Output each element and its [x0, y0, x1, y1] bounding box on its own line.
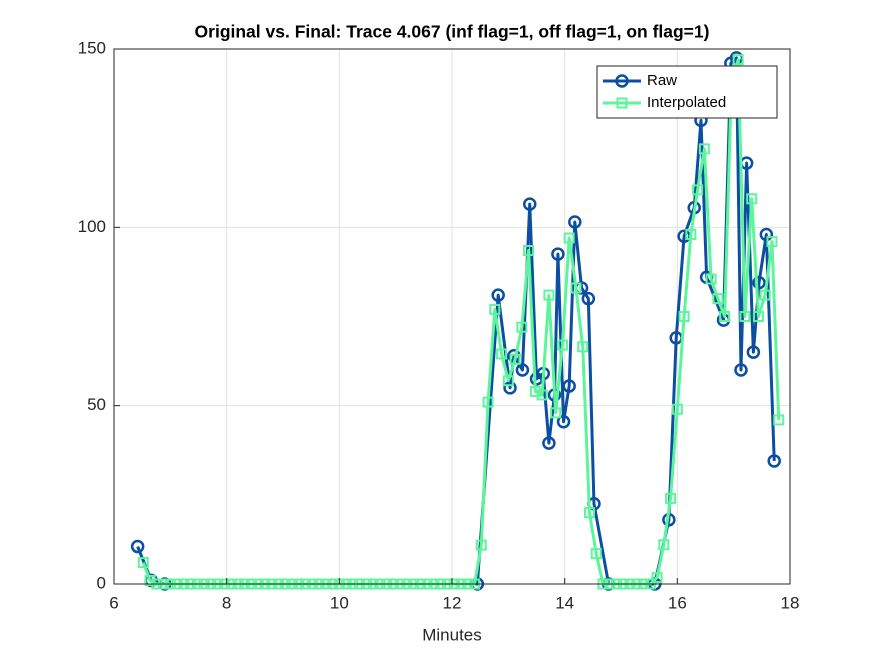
ticks: 6 8 10 12 14 16 18 0 50 100 150	[78, 38, 800, 612]
marker	[616, 97, 628, 109]
x-tick-label: 8	[222, 593, 231, 612]
marker	[137, 557, 149, 569]
marker	[570, 282, 582, 294]
marker	[482, 396, 494, 408]
x-tick-label: 14	[555, 593, 574, 612]
marker	[577, 341, 589, 353]
marker	[734, 363, 748, 377]
marker	[705, 273, 717, 285]
marker	[556, 414, 571, 429]
marker	[692, 184, 704, 196]
marker	[678, 311, 690, 322]
y-tick-label: 0	[97, 573, 106, 592]
marker	[491, 288, 505, 302]
marker	[651, 572, 663, 584]
marker	[523, 245, 535, 257]
marker	[502, 375, 514, 387]
x-tick-label: 10	[330, 593, 349, 612]
marker	[550, 407, 562, 419]
marker	[503, 381, 517, 395]
legend-box	[596, 65, 778, 119]
marker	[542, 436, 556, 450]
marker	[475, 539, 487, 551]
marker	[516, 321, 528, 333]
x-tick-label: 16	[668, 593, 687, 612]
marker	[773, 414, 785, 426]
marker	[590, 548, 602, 560]
marker	[515, 363, 530, 377]
marker	[712, 293, 724, 305]
marker	[759, 227, 774, 242]
marker	[732, 54, 744, 66]
marker	[719, 311, 731, 322]
marker	[767, 454, 781, 468]
x-tick-label: 6	[109, 593, 118, 612]
marker	[665, 492, 677, 504]
y-tick-label: 150	[78, 38, 106, 57]
marker	[766, 236, 778, 248]
legend: Raw Interpolated	[596, 65, 778, 119]
marker	[522, 197, 537, 211]
marker	[658, 539, 670, 551]
marker	[746, 193, 758, 205]
marker	[496, 348, 508, 360]
marker	[536, 389, 548, 401]
marker	[489, 303, 501, 315]
marker	[509, 353, 521, 365]
marker	[752, 311, 764, 322]
marker	[551, 247, 565, 261]
marker	[615, 74, 629, 88]
marker	[581, 291, 596, 306]
marker	[698, 143, 710, 155]
marker	[130, 539, 145, 554]
marker	[543, 289, 555, 301]
marker	[739, 311, 751, 322]
y-tick-label: 100	[78, 217, 106, 236]
marker	[583, 507, 595, 519]
marker	[685, 228, 697, 240]
marker	[759, 289, 771, 301]
marker	[568, 215, 582, 229]
marker	[556, 339, 568, 351]
chart-title: Original vs. Final: Trace 4.067 (inf fla…	[195, 22, 710, 42]
legend-label: Raw	[647, 72, 677, 89]
marker	[746, 345, 761, 359]
marker	[671, 403, 683, 415]
x-axis-label: Minutes	[422, 625, 482, 644]
legend-label: Interpolated	[647, 94, 726, 111]
marker	[563, 232, 575, 244]
x-tick-label: 12	[443, 593, 462, 612]
marker	[562, 379, 576, 393]
x-tick-label: 18	[781, 593, 800, 612]
y-tick-label: 50	[87, 395, 106, 414]
marker	[752, 275, 766, 290]
